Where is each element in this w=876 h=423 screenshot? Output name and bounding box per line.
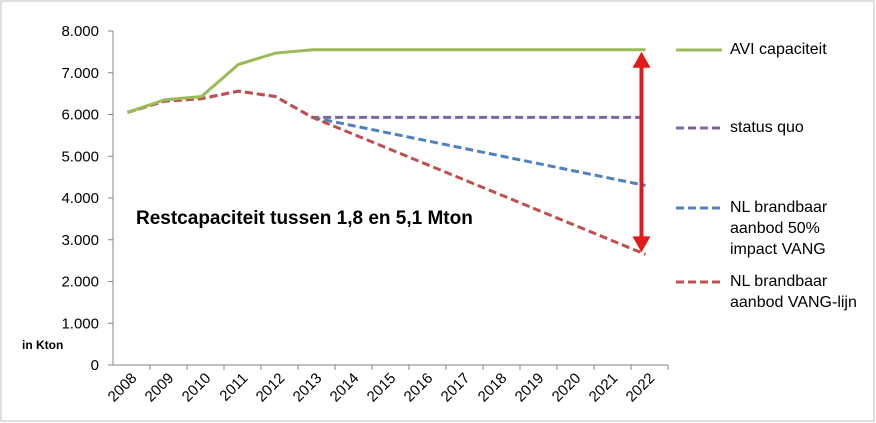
series-line (312, 115, 646, 187)
y-tick-label: 8.000 (61, 23, 99, 40)
y-tick-label: 4.000 (61, 190, 99, 207)
series-line (127, 89, 647, 256)
y-tick-label: 7.000 (61, 65, 99, 82)
legend-label: status quo (730, 119, 804, 136)
series-line (127, 48, 646, 114)
y-axis-label: in Kton (22, 338, 63, 352)
legend-label: AVI capaciteit (730, 41, 827, 58)
legend-label: NL brandbaar aanbod VANG-lijn (730, 273, 857, 311)
y-tick-label: 3.000 (61, 232, 99, 249)
y-tick-label: 6.000 (61, 107, 99, 124)
y-tick-label: 1.000 (61, 315, 99, 332)
gap-arrow-head (632, 236, 651, 253)
y-tick-label: 0 (91, 357, 99, 374)
legend-label: NL brandbaar aanbod 50% impact VANG (730, 199, 828, 258)
y-tick-label: 2.000 (61, 274, 99, 291)
y-tick-label: 5.000 (61, 148, 99, 165)
gap-arrow-head (632, 51, 651, 68)
annotation: Restcapaciteit tussen 1,8 en 5,1 Mton (136, 208, 473, 229)
